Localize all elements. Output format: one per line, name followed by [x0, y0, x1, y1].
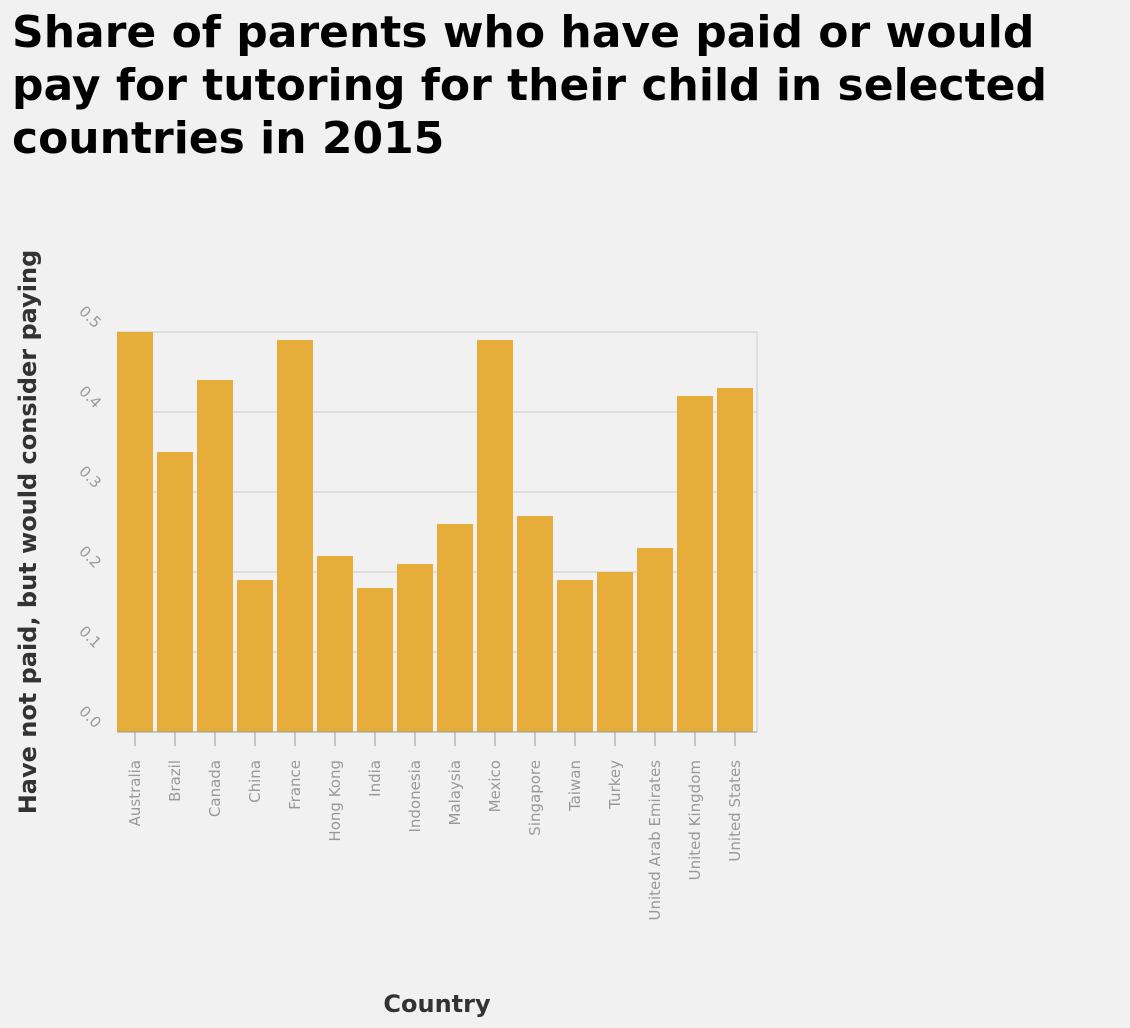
- x-tick-label: Indonesia: [406, 760, 424, 833]
- bar-singapore: [517, 516, 553, 732]
- x-tick-label: China: [246, 760, 264, 803]
- x-tick-label: United Arab Emirates: [646, 760, 664, 921]
- y-tick-label: 0.5: [75, 302, 105, 332]
- bar-australia: [117, 332, 153, 732]
- y-axis-label: Have not paid, but would consider paying: [14, 250, 42, 815]
- bar-china: [237, 580, 273, 732]
- x-tick-label: France: [286, 760, 304, 810]
- bar-turkey: [597, 572, 633, 732]
- x-tick-label: Taiwan: [566, 760, 584, 812]
- bar-united-kingdom: [677, 396, 713, 732]
- bar-india: [357, 588, 393, 732]
- y-tick-label: 0.3: [75, 462, 105, 492]
- bar-canada: [197, 380, 233, 732]
- x-tick-label: Hong Kong: [326, 760, 344, 842]
- bar-mexico: [477, 340, 513, 732]
- x-tick-label: Turkey: [606, 760, 624, 810]
- x-tick-label: Mexico: [486, 760, 504, 812]
- x-tick-label: Malaysia: [446, 760, 464, 826]
- y-tick-label: 0.0: [75, 702, 105, 732]
- bar-indonesia: [397, 564, 433, 732]
- bar-france: [277, 340, 313, 732]
- x-tick-label: Canada: [206, 760, 224, 817]
- bar-hong-kong: [317, 556, 353, 732]
- bar-united-arab-emirates: [637, 548, 673, 732]
- y-tick-label: 0.1: [75, 622, 105, 652]
- bar-united-states: [717, 388, 753, 732]
- x-tick-label: Brazil: [166, 760, 184, 802]
- bars: [117, 332, 753, 732]
- y-tick-label: 0.2: [75, 542, 105, 572]
- x-tick-label: India: [366, 760, 384, 797]
- bar-taiwan: [557, 580, 593, 732]
- bar-malaysia: [437, 524, 473, 732]
- x-tick-label: United States: [726, 760, 744, 862]
- x-tick-label: United Kingdom: [686, 760, 704, 880]
- x-tick-label: Australia: [126, 760, 144, 826]
- bar-brazil: [157, 452, 193, 732]
- y-tick-label: 0.4: [75, 382, 105, 412]
- chart-title: Share of parents who have paid or would …: [12, 7, 1047, 164]
- x-tick-label: Singapore: [526, 760, 544, 836]
- x-axis-label: Country: [383, 990, 491, 1018]
